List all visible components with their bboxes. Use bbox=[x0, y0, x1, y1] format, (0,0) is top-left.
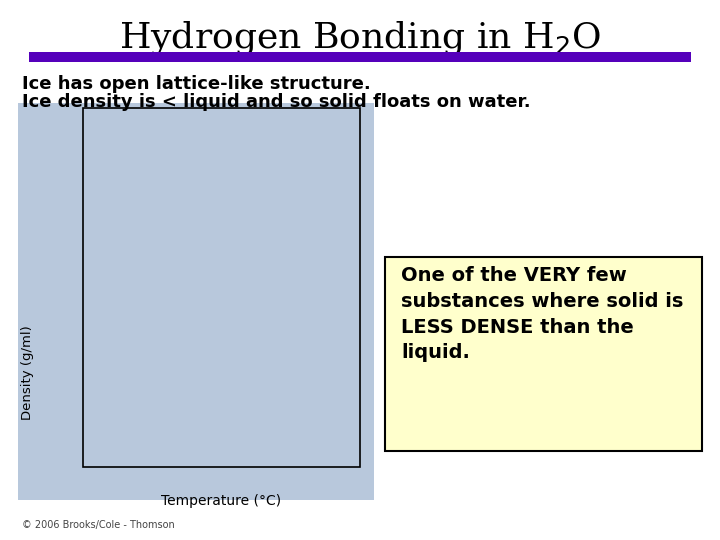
Text: One of the VERY few
substances where solid is
LESS DENSE than the
liquid.: One of the VERY few substances where sol… bbox=[401, 266, 683, 362]
Text: © 2006 Brooks/Cole - Thomson: © 2006 Brooks/Cole - Thomson bbox=[22, 520, 174, 530]
Text: Density (g/ml): Density (g/ml) bbox=[21, 325, 34, 420]
Text: Water: Water bbox=[281, 131, 323, 145]
Text: Ice has open lattice-like structure.: Ice has open lattice-like structure. bbox=[22, 75, 370, 92]
Text: Ice: Ice bbox=[108, 386, 128, 400]
Text: Ice density is < liquid and so solid floats on water.: Ice density is < liquid and so solid flo… bbox=[22, 93, 530, 111]
Text: Temperature (°C): Temperature (°C) bbox=[161, 494, 281, 508]
Text: Hydrogen Bonding in H$_2$O: Hydrogen Bonding in H$_2$O bbox=[119, 19, 601, 57]
